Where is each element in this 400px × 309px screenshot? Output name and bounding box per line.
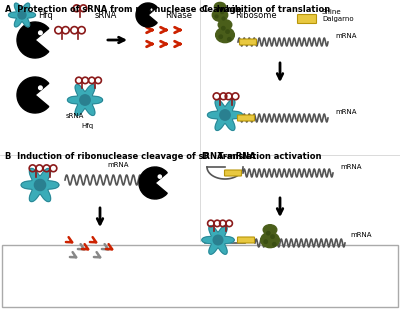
Text: mRNA: mRNA xyxy=(350,232,372,238)
Polygon shape xyxy=(202,226,234,254)
FancyBboxPatch shape xyxy=(2,245,398,307)
Polygon shape xyxy=(8,3,36,27)
Text: Hfq: Hfq xyxy=(81,123,93,129)
Ellipse shape xyxy=(261,232,279,248)
Circle shape xyxy=(18,11,26,19)
Circle shape xyxy=(226,30,229,33)
Circle shape xyxy=(150,9,153,11)
Circle shape xyxy=(222,17,225,20)
FancyBboxPatch shape xyxy=(298,15,316,23)
Circle shape xyxy=(219,35,222,38)
Text: mRNA: mRNA xyxy=(340,164,362,170)
Text: A  Protection of sRNA from ribonuclease cleavage: A Protection of sRNA from ribonuclease c… xyxy=(5,5,242,14)
Ellipse shape xyxy=(263,225,277,235)
Text: RNase: RNase xyxy=(165,11,192,19)
Ellipse shape xyxy=(216,28,234,43)
Circle shape xyxy=(220,110,230,120)
Polygon shape xyxy=(208,99,242,130)
Text: C   Inhibition of translation: C Inhibition of translation xyxy=(202,5,330,14)
Wedge shape xyxy=(17,77,49,113)
Circle shape xyxy=(158,175,162,178)
Circle shape xyxy=(228,38,231,41)
FancyBboxPatch shape xyxy=(238,115,254,121)
Text: mRNA: mRNA xyxy=(335,109,356,115)
Text: sRNA: sRNA xyxy=(95,11,117,19)
FancyBboxPatch shape xyxy=(224,170,242,176)
FancyBboxPatch shape xyxy=(238,237,254,243)
Circle shape xyxy=(221,11,224,14)
Circle shape xyxy=(80,95,90,105)
Circle shape xyxy=(213,235,223,245)
Circle shape xyxy=(217,8,220,11)
Ellipse shape xyxy=(218,20,232,30)
Circle shape xyxy=(267,231,270,235)
Text: B  Induction of ribonuclease cleavage of sRNA-mRNA: B Induction of ribonuclease cleavage of … xyxy=(5,152,256,161)
Polygon shape xyxy=(68,85,102,116)
Circle shape xyxy=(264,240,268,243)
Circle shape xyxy=(272,243,276,246)
Ellipse shape xyxy=(214,2,226,11)
Wedge shape xyxy=(17,22,49,58)
Circle shape xyxy=(222,27,225,30)
Text: mRNA: mRNA xyxy=(107,162,129,168)
Text: D   Translation activation: D Translation activation xyxy=(202,152,322,161)
Circle shape xyxy=(34,180,46,191)
Circle shape xyxy=(215,15,218,18)
Polygon shape xyxy=(21,168,59,202)
Text: Ribosome: Ribosome xyxy=(235,11,277,19)
Ellipse shape xyxy=(212,9,228,21)
Text: Hfq: Hfq xyxy=(38,11,53,19)
Wedge shape xyxy=(136,3,157,27)
FancyBboxPatch shape xyxy=(240,39,256,45)
Text: mRNA: mRNA xyxy=(335,33,356,39)
Text: sRNA: sRNA xyxy=(66,113,84,119)
Circle shape xyxy=(39,86,42,90)
Wedge shape xyxy=(139,167,167,199)
Circle shape xyxy=(39,31,42,35)
Circle shape xyxy=(271,235,274,238)
Text: Shine
Dalgarno: Shine Dalgarno xyxy=(322,9,354,22)
